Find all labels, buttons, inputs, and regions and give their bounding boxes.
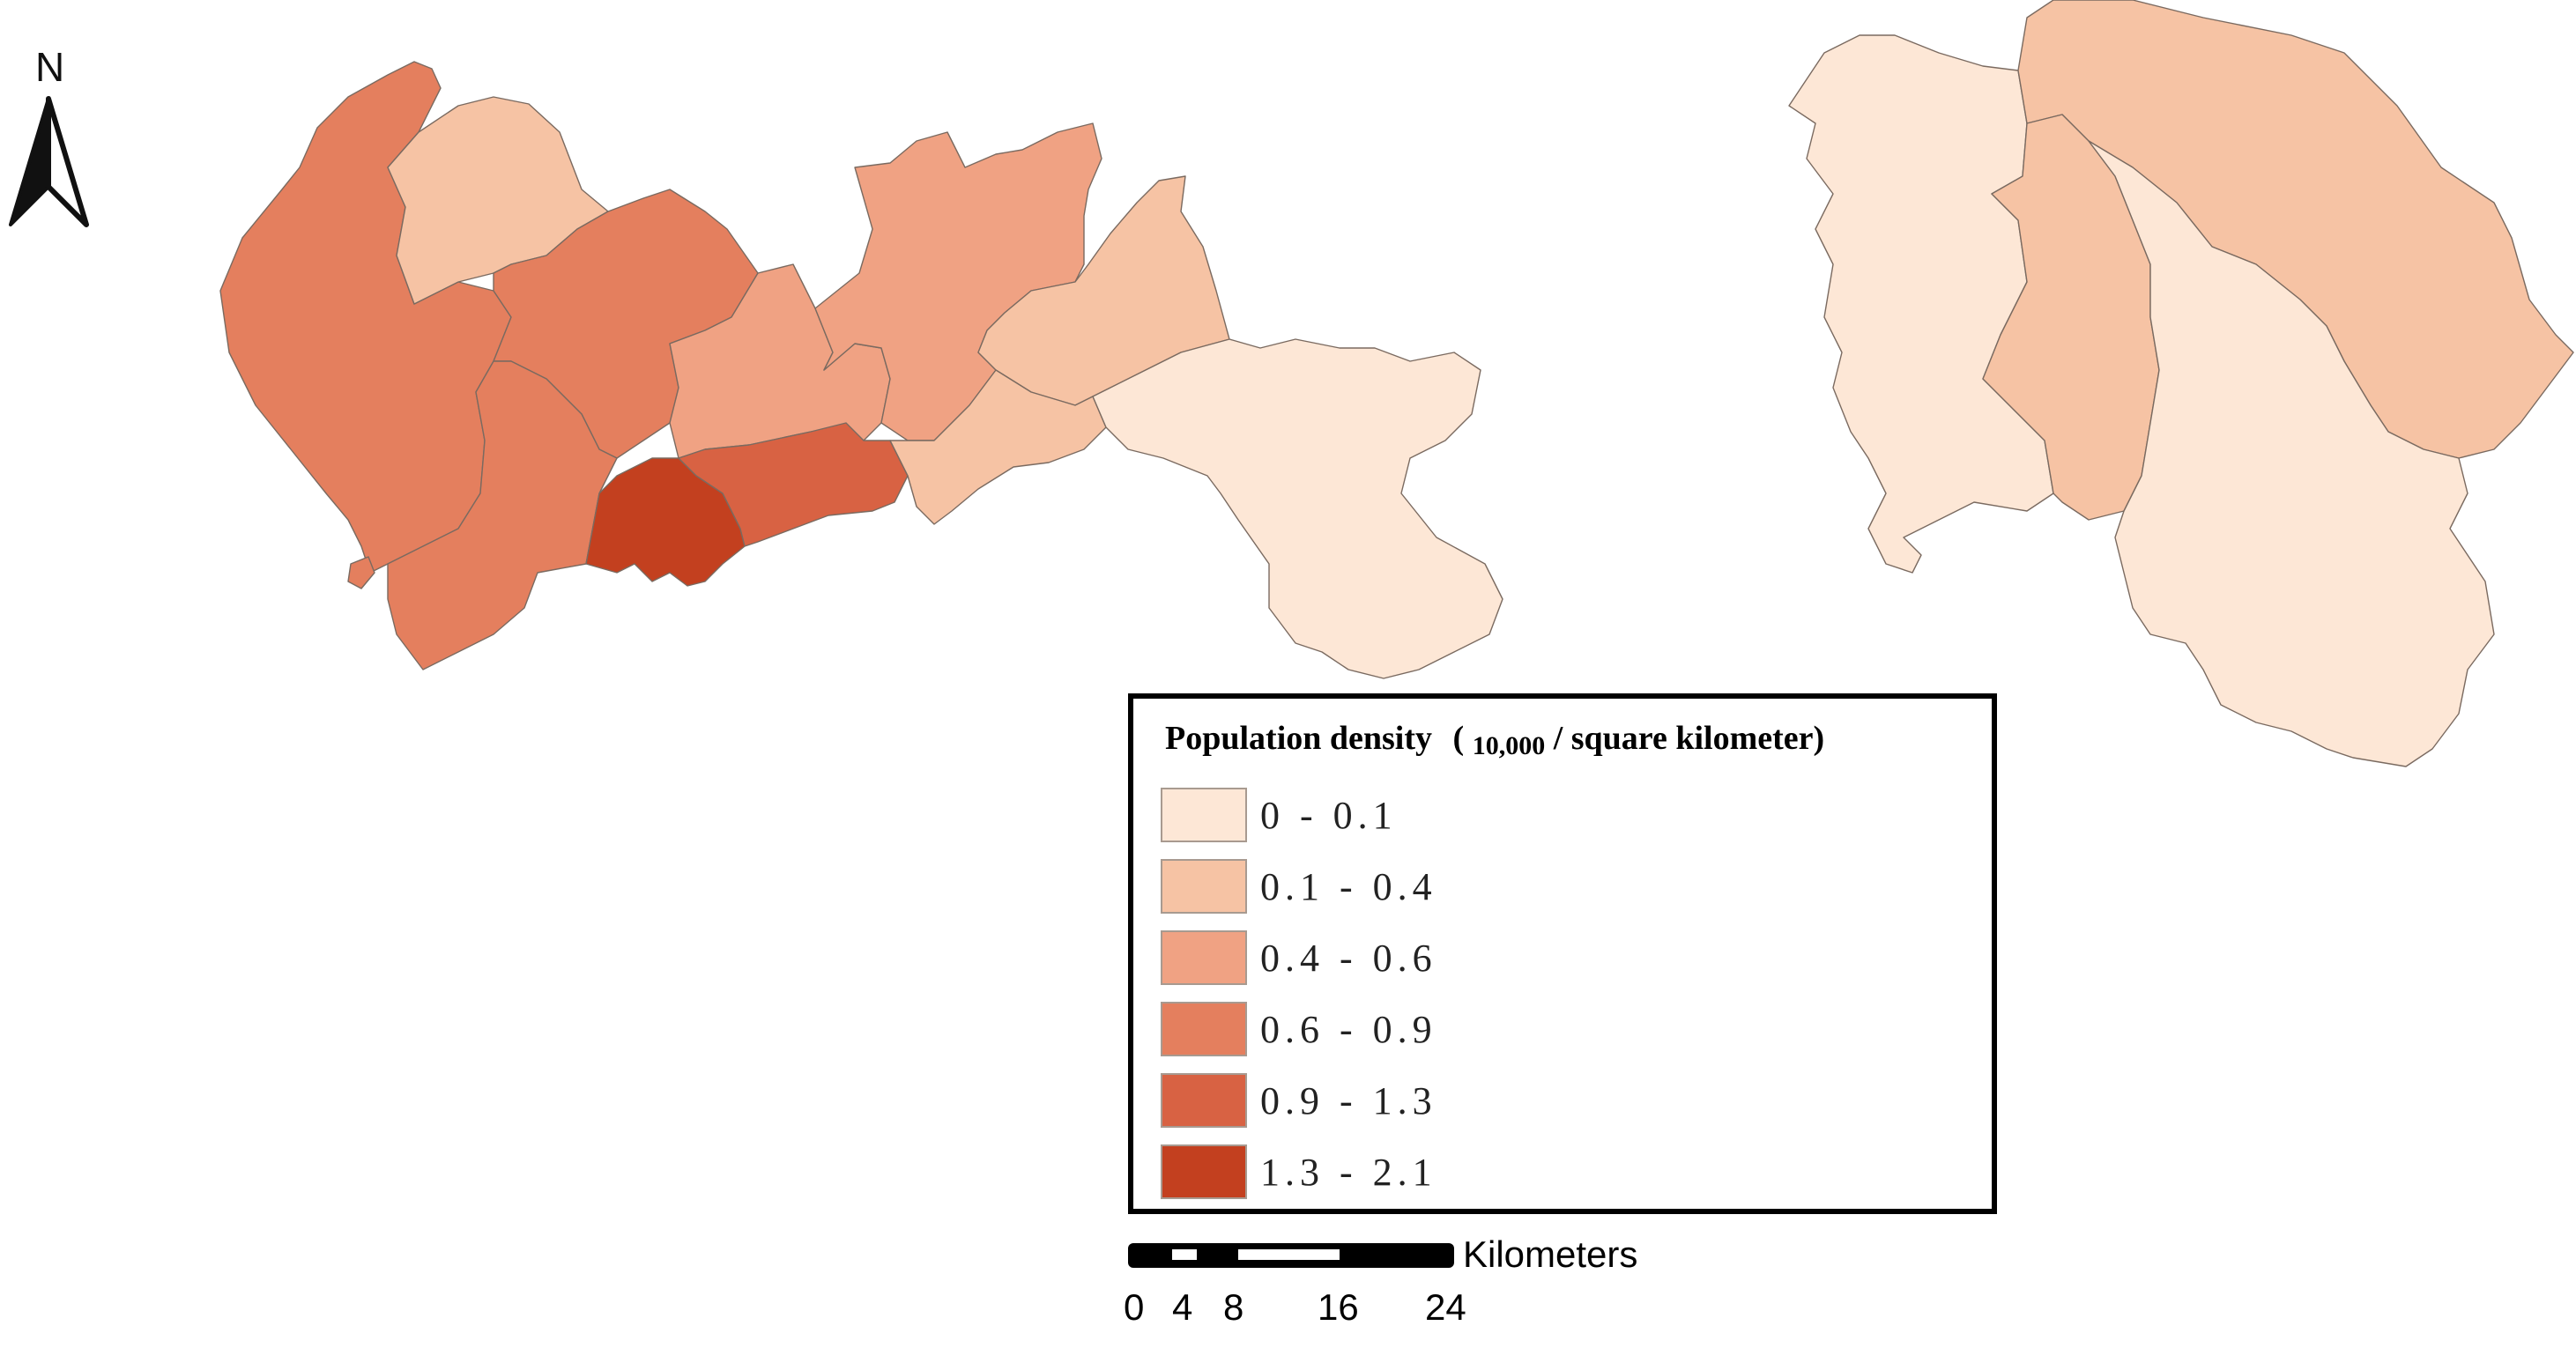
legend-swatch-4: [1161, 1073, 1247, 1128]
legend-frame: [1128, 693, 1997, 1214]
region-east-lower: [889, 369, 1107, 525]
legend-title: Population density: [1165, 720, 1432, 757]
legend-label-5: 1.3 - 2.1: [1260, 1151, 1437, 1194]
scale-tick-0: 0: [1124, 1286, 1144, 1328]
legend: Population density ( 10,000 / square kil…: [1128, 693, 1997, 1214]
scale-tick-8: 8: [1223, 1286, 1243, 1328]
legend-title-open: (: [1453, 720, 1465, 757]
main-map: [219, 61, 1503, 679]
scale-tick-16: 16: [1318, 1286, 1359, 1328]
legend-title-number: 10,000: [1473, 731, 1546, 760]
north-arrow-icon: [9, 97, 50, 226]
region-southwest: [387, 360, 618, 670]
scale-tick-4: 4: [1172, 1286, 1192, 1328]
region-south-center-east: [678, 422, 909, 547]
legend-label-3: 0.6 - 0.9: [1260, 1008, 1437, 1051]
north-arrow: N: [9, 44, 89, 227]
legend-label-1: 0.1 - 0.4: [1260, 865, 1437, 908]
region-south-center-high: [585, 457, 746, 587]
legend-swatch-5: [1161, 1144, 1247, 1199]
legend-label-0: 0 - 0.1: [1260, 794, 1398, 837]
region-far-south: [2088, 140, 2495, 767]
legend-swatch-0: [1161, 788, 1247, 842]
legend-swatch-2: [1161, 930, 1247, 985]
region-central-north: [493, 189, 759, 459]
legend-swatch-1: [1161, 859, 1247, 914]
legend-label-4: 0.9 - 1.3: [1260, 1079, 1437, 1122]
north-arrow-label: N: [35, 44, 64, 90]
legend-items: 0 - 0.1 0.1 - 0.4 0.4 - 0.6 0.6 - 0.9 0.9 - …: [1161, 788, 1437, 1199]
legend-label-2: 0.4 - 0.6: [1260, 937, 1437, 980]
legend-title-unit: / square kilometer): [1553, 720, 1824, 757]
scale-bar: Kilometers 0 4 8 16 24: [1124, 1233, 1637, 1328]
svg-text:Population density (: Population density ( 10,000 / square kil…: [1165, 720, 1824, 762]
region-far-west: [1788, 34, 2054, 574]
scale-bar-unit: Kilometers: [1463, 1233, 1637, 1275]
region-west-island: [347, 556, 375, 589]
legend-swatch-3: [1161, 1002, 1247, 1056]
scale-tick-24: 24: [1425, 1286, 1466, 1328]
inset-map: [1788, 0, 2574, 767]
region-east-peninsula: [1092, 338, 1503, 679]
